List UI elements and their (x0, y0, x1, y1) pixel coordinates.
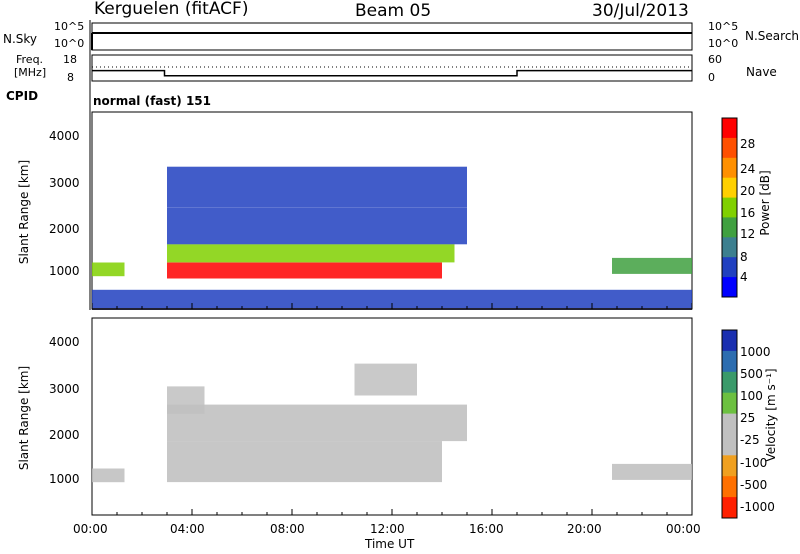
velocity-colorbar (721, 329, 738, 519)
vel-cb-swatch-5 (722, 434, 737, 456)
power-cb-swatch-6 (722, 237, 737, 258)
power-cb-tick-24: 24 (740, 162, 756, 176)
power-ytick-4000: 4000 (49, 129, 80, 143)
xtick-0000: 00:00 (73, 522, 108, 536)
power-cb-swatch-8 (722, 277, 737, 298)
power-region-3 (167, 166, 467, 208)
vel-cb-tick-neg500: -500 (740, 478, 768, 492)
power-cb-tick-8: 8 (740, 250, 748, 264)
vel-ytick-3000: 3000 (49, 382, 80, 396)
xtick-1200: 12:00 (370, 522, 405, 536)
velocity-region-0 (167, 441, 442, 483)
freq-label: Freq. (16, 53, 44, 66)
power-cb-swatch-7 (722, 257, 737, 278)
vel-cb-tick-25: 25 (740, 411, 756, 425)
date-title: 30/Jul/2013 (592, 1, 689, 21)
cpid-label: CPID (6, 89, 39, 103)
xtick-2400: 00:00 (666, 522, 701, 536)
vel-cb-swatch-7 (722, 476, 737, 498)
freq-frame (91, 54, 693, 82)
freq-series-line (92, 69, 692, 77)
power-cb-swatch-2 (722, 157, 737, 179)
xtick-2000: 20:00 (567, 522, 602, 536)
power-cb-swatch-1 (722, 137, 737, 159)
velocity-ylabel: Slant Range [km] (17, 365, 31, 471)
power-cb-tick-16: 16 (740, 206, 756, 220)
power-cb-swatch-4 (722, 197, 737, 218)
nsky-tick-top: 10^5 (54, 20, 85, 33)
velocity-region-3 (612, 463, 692, 480)
nsky-line (91, 32, 692, 50)
xtick-1600: 16:00 (469, 522, 504, 536)
beam-title: Beam 05 (355, 1, 432, 21)
nsearch-tick-top: 10^5 (708, 20, 739, 33)
power-cb-tick-20: 20 (740, 184, 756, 198)
cpid-mode: normal (fast) 151 (93, 94, 211, 108)
vel-cb-swatch-2 (722, 371, 737, 394)
freq-line (92, 66, 692, 77)
vel-cb-swatch-6 (722, 455, 737, 477)
velocity-region-2 (92, 468, 125, 483)
freq-tick-top: 18 (63, 53, 77, 66)
power-cb-swatch-3 (722, 177, 737, 199)
vel-cb-swatch-1 (722, 350, 737, 373)
vel-cb-swatch-8 (722, 497, 737, 519)
nsky-label: N.Sky (3, 32, 38, 46)
velocity-region-4 (167, 386, 205, 414)
power-region-6 (92, 289, 692, 308)
xtick-0400: 04:00 (170, 522, 205, 536)
vel-cb-tick-500: 500 (740, 367, 763, 381)
power-cb-swatch-5 (722, 217, 737, 238)
vel-cb-swatch-4 (722, 413, 737, 435)
velocity-region-5 (354, 363, 417, 396)
power-region-5 (612, 257, 692, 274)
vel-cb-tick-1000: 1000 (740, 345, 771, 359)
vel-cb-tick-neg100: -100 (740, 456, 768, 470)
vel-cb-tick-neg25: -25 (740, 433, 760, 447)
nsearch-tick-bottom: 10^0 (708, 37, 739, 50)
nsky-tick-bottom: 10^0 (54, 37, 85, 50)
nave-tick-top: 60 (708, 53, 722, 66)
velocity-colorbar-label: Velocity [m s⁻¹] (764, 368, 778, 462)
power-region-4 (92, 262, 125, 277)
station-title: Kerguelen (fitACF) (94, 0, 249, 19)
power-region-1 (167, 244, 455, 263)
power-ylabel: Slant Range [km] (17, 159, 31, 265)
nave-tick-bottom: 0 (708, 71, 715, 84)
vel-cb-tick-100: 100 (740, 389, 763, 403)
power-cb-tick-12: 12 (740, 227, 756, 241)
vel-cb-swatch-3 (722, 392, 737, 415)
power-ytick-3000: 3000 (49, 176, 80, 190)
vel-cb-border (721, 329, 738, 519)
nsky-frame (91, 22, 693, 51)
velocity-region-1 (167, 404, 467, 442)
axis-ticks (91, 303, 693, 515)
vel-ytick-4000: 4000 (49, 335, 80, 349)
power-ytick-2000: 2000 (49, 222, 80, 236)
power-colorbar-label: Power [dB] (758, 170, 772, 236)
power-region-2 (167, 207, 467, 245)
power-region-0 (167, 262, 442, 279)
power-cb-tick-4: 4 (740, 270, 748, 284)
velocity-heatmap (92, 363, 692, 483)
xaxis-label: Time UT (365, 537, 415, 551)
power-heatmap (92, 166, 692, 308)
power-colorbar (721, 117, 738, 298)
freq-unit-label: [MHz] (14, 66, 47, 79)
power-ytick-1000: 1000 (49, 264, 80, 278)
vel-ytick-2000: 2000 (49, 428, 80, 442)
nave-label: Nave (746, 65, 777, 79)
power-cb-tick-28: 28 (740, 137, 756, 151)
vel-ytick-1000: 1000 (49, 472, 80, 486)
xtick-0800: 08:00 (270, 522, 305, 536)
power-cb-swatch-0 (722, 118, 737, 139)
vel-cb-tick-neg1000: -1000 (740, 500, 775, 514)
vel-cb-swatch-0 (722, 330, 737, 352)
nsearch-label: N.Search (745, 29, 800, 43)
freq-tick-bottom: 8 (67, 71, 74, 84)
power-cb-border (721, 117, 738, 298)
